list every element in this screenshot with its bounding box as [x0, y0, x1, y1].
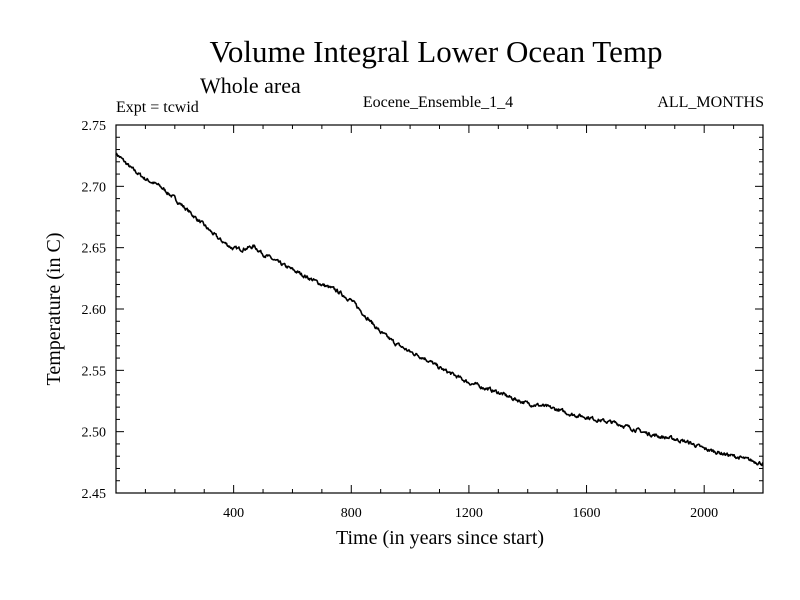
y-axis-ticks: [116, 124, 763, 494]
months-label: ALL_MONTHS: [657, 94, 764, 111]
experiment-label: Expt = tcwid: [116, 99, 199, 116]
x-tick-label: 2000: [690, 506, 718, 521]
x-axis-ticks: [144, 125, 735, 493]
x-axis-tick-labels: 400 800 1200 1600 2000: [223, 506, 718, 521]
y-axis-label: Temperature (in C): [43, 233, 65, 386]
y-tick-label: 2.60: [82, 303, 107, 318]
chart-title: Volume Integral Lower Ocean Temp: [210, 34, 663, 69]
y-tick-label: 2.45: [82, 487, 107, 502]
y-tick-label: 2.70: [82, 180, 107, 195]
y-tick-label: 2.75: [82, 119, 107, 134]
y-tick-label: 2.50: [82, 426, 107, 441]
y-tick-label: 2.65: [82, 242, 107, 257]
ensemble-label: Eocene_Ensemble_1_4: [363, 94, 513, 111]
x-tick-label: 400: [223, 506, 244, 521]
y-axis-tick-labels: 2.45 2.50 2.55 2.60 2.65 2.70 2.75: [82, 119, 107, 502]
x-tick-label: 1600: [573, 506, 601, 521]
series-line: [115, 152, 764, 467]
x-tick-label: 1200: [455, 506, 483, 521]
chart-subtitle: Whole area: [200, 73, 301, 98]
x-tick-label: 800: [341, 506, 362, 521]
x-axis-label: Time (in years since start): [336, 527, 544, 549]
y-tick-label: 2.55: [82, 364, 107, 379]
